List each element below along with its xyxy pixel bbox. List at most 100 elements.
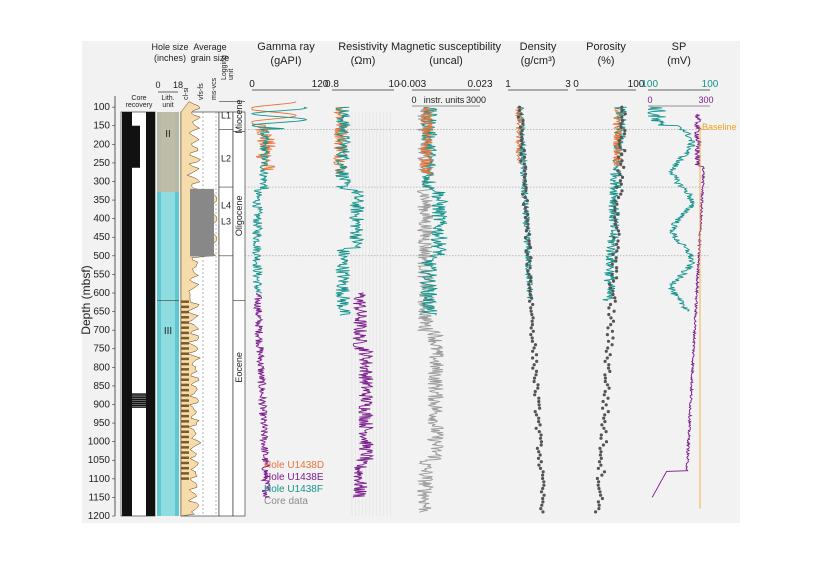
log-tracks: Baseline bbox=[245, 101, 737, 516]
track-min-res: 0.8 bbox=[325, 79, 339, 90]
density-core-point bbox=[531, 302, 535, 307]
density-core-point bbox=[531, 349, 535, 353]
porosity-core-point bbox=[604, 403, 608, 407]
density-core-point bbox=[533, 410, 537, 414]
grain-size-bed bbox=[181, 368, 189, 371]
grain-size-bed bbox=[190, 211, 214, 217]
density-core-point bbox=[527, 282, 531, 286]
density-core-point bbox=[538, 406, 542, 410]
legend-entry: Hole U1438F bbox=[264, 484, 323, 495]
logging-unit-label: unit bbox=[228, 69, 235, 80]
porosity-core-point bbox=[616, 229, 621, 233]
porosity-core-point bbox=[607, 363, 611, 367]
density-core-point bbox=[541, 486, 545, 491]
density-core-point bbox=[537, 416, 541, 420]
density-core-point bbox=[536, 383, 540, 387]
grain-size-bed bbox=[181, 394, 189, 397]
magsus-u1438d-curve bbox=[419, 106, 435, 175]
grain-size-bed bbox=[181, 357, 189, 361]
density-core-point bbox=[524, 189, 528, 193]
sp-u1438f-curve bbox=[647, 106, 696, 312]
density-core-point bbox=[525, 199, 530, 203]
porosity-core-point bbox=[613, 199, 617, 203]
grain-size-bed bbox=[181, 477, 189, 480]
porosity-core-point bbox=[620, 115, 624, 119]
lith-unit-name: III bbox=[164, 326, 172, 337]
density-core-point bbox=[527, 272, 531, 276]
density-core-point bbox=[519, 145, 523, 149]
grain-size-bed bbox=[190, 229, 214, 235]
core-recovery-bar bbox=[132, 162, 140, 166]
porosity-core-point bbox=[604, 430, 608, 434]
density-core-point bbox=[539, 490, 544, 494]
depth-tick-label: 550 bbox=[93, 269, 110, 280]
core-recovery-bar bbox=[132, 141, 140, 145]
porosity-core-point bbox=[623, 112, 627, 116]
density-core-point bbox=[527, 242, 531, 246]
porosity-core-point bbox=[602, 416, 606, 420]
density-core-point bbox=[522, 169, 527, 173]
density-core-point bbox=[529, 326, 533, 330]
track-max-por: 100 bbox=[628, 79, 645, 90]
porosity-core-point bbox=[606, 410, 610, 414]
grain-size-bed bbox=[181, 388, 189, 392]
porosity-core-point bbox=[601, 406, 605, 410]
grain-size-bed bbox=[190, 202, 214, 208]
grain-size-bed bbox=[181, 300, 189, 303]
porosity-core-point bbox=[618, 179, 623, 183]
lith-unit-name: II bbox=[165, 129, 171, 140]
depth-tick-label: 1000 bbox=[88, 437, 111, 448]
core-recovery-bar bbox=[132, 402, 146, 405]
porosity-core-point bbox=[607, 386, 611, 390]
porosity-core-point bbox=[605, 383, 610, 387]
track-max2-sp: 300 bbox=[698, 95, 713, 105]
track-unit2-mag: instr. units bbox=[424, 95, 465, 105]
porosity-core-point bbox=[618, 172, 622, 176]
density-core-point bbox=[524, 205, 528, 210]
density-core-point bbox=[537, 399, 541, 404]
logging-unit-column bbox=[218, 111, 234, 517]
density-core-point bbox=[532, 376, 537, 380]
grain-size-bed bbox=[181, 456, 189, 460]
density-core-point bbox=[522, 155, 527, 159]
density-core-point bbox=[537, 463, 541, 467]
porosity-core-point bbox=[613, 219, 618, 223]
legend-entry: Core data bbox=[264, 496, 308, 507]
grain-size-bed bbox=[181, 466, 189, 470]
hole-size-max: 18 bbox=[173, 80, 183, 90]
porosity-core-point bbox=[619, 182, 623, 186]
depth-tick-label: 300 bbox=[93, 176, 110, 187]
density-core-point bbox=[530, 339, 535, 343]
density-core-point bbox=[528, 286, 532, 290]
density-core-point bbox=[530, 336, 534, 340]
core-recovery-bar bbox=[132, 406, 146, 408]
depth-tick-label: 500 bbox=[93, 251, 110, 262]
porosity-core-point bbox=[611, 252, 615, 256]
legend-entry: Hole U1438E bbox=[264, 472, 324, 483]
density-core-point bbox=[523, 172, 528, 176]
depth-tick-label: 600 bbox=[93, 288, 110, 299]
porosity-core-point bbox=[620, 108, 624, 113]
density-core-point bbox=[528, 299, 532, 303]
porosity-core-point bbox=[600, 423, 604, 427]
lith-unit-label: unit bbox=[162, 102, 173, 109]
resistivity-u1438d-curve bbox=[333, 106, 349, 175]
epoch-name: Eocene bbox=[234, 352, 244, 383]
grain-size-bed bbox=[181, 404, 189, 407]
porosity-core-point bbox=[615, 276, 619, 280]
epoch-name: Oligocene bbox=[234, 196, 244, 237]
density-core-point bbox=[516, 115, 520, 119]
porosity-core-point bbox=[623, 149, 627, 153]
core-recovery-bar bbox=[132, 404, 146, 406]
core-recovery-bar bbox=[132, 128, 140, 132]
track-min-dens: 1 bbox=[505, 79, 511, 90]
core-recovery-bar bbox=[132, 398, 146, 401]
depth-axis-label: Depth (mbsf) bbox=[79, 265, 93, 334]
track-unit-dens: (g/cm³) bbox=[521, 55, 556, 67]
porosity-core-point bbox=[609, 316, 613, 320]
depth-tick-label: 1200 bbox=[88, 511, 111, 522]
gamma-u1438d-curve bbox=[251, 101, 297, 171]
density-core-point bbox=[523, 236, 528, 240]
porosity-core-point bbox=[603, 389, 607, 394]
